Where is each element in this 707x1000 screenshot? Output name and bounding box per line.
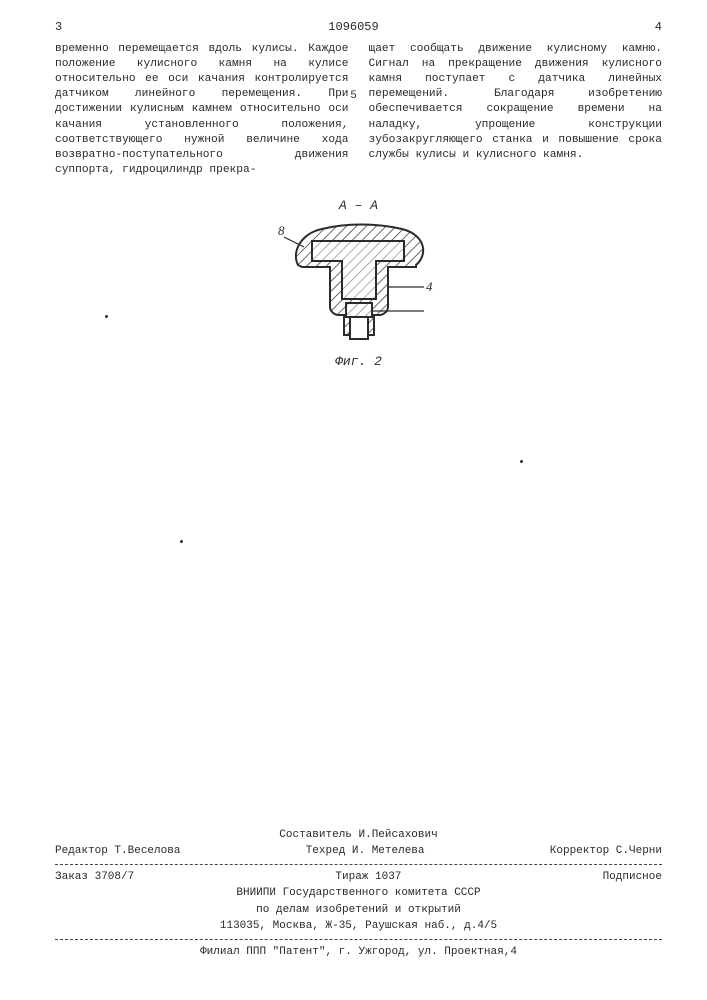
footer: Составитель И.Пейсахович Редактор Т.Весе… bbox=[55, 827, 662, 961]
footer-tirazh: Тираж 1037 bbox=[335, 869, 401, 886]
footer-editor: Редактор Т.Веселова bbox=[55, 843, 180, 860]
text-columns: временно перемещается вдоль кулисы. Кажд… bbox=[55, 42, 662, 178]
page-number-left: 3 bbox=[55, 20, 62, 34]
footer-compiler: Составитель И.Пейсахович bbox=[55, 827, 662, 844]
speck-icon bbox=[180, 540, 183, 543]
page: 1096059 3 4 5 временно перемещается вдол… bbox=[0, 0, 707, 1000]
line-marker-5: 5 bbox=[350, 90, 357, 102]
section-label: A – A bbox=[276, 198, 441, 213]
column-right: щает сообщать движение кулисному камню. … bbox=[369, 42, 663, 178]
footer-order-row: Заказ 3708/7 Тираж 1037 Подписное bbox=[55, 869, 662, 886]
patent-number: 1096059 bbox=[328, 20, 378, 34]
footer-podpisnoe: Подписное bbox=[603, 869, 662, 886]
page-number-right: 4 bbox=[655, 20, 662, 34]
footer-order: Заказ 3708/7 bbox=[55, 869, 134, 886]
divider-icon bbox=[55, 864, 662, 865]
speck-icon bbox=[105, 315, 108, 318]
footer-address: 113035, Москва, Ж-35, Раушская наб., д.4… bbox=[55, 918, 662, 935]
figure-container: A – A bbox=[276, 198, 441, 369]
footer-credits-row: Редактор Т.Веселова Техред И. Метелева К… bbox=[55, 843, 662, 860]
figure-svg: 8 4 bbox=[276, 217, 441, 352]
figure-ref-8: 8 bbox=[278, 223, 285, 238]
footer-org1: ВНИИПИ Государственного комитета СССР bbox=[55, 885, 662, 902]
figure-caption: Фиг. 2 bbox=[276, 354, 441, 369]
figure-ref-4: 4 bbox=[426, 279, 433, 294]
column-left: временно перемещается вдоль кулисы. Кажд… bbox=[55, 42, 349, 178]
footer-branch: Филиал ППП "Патент", г. Ужгород, ул. Про… bbox=[55, 944, 662, 961]
figure-area: A – A bbox=[55, 198, 662, 369]
divider-icon bbox=[55, 939, 662, 940]
footer-corrector: Корректор С.Черни bbox=[550, 843, 662, 860]
footer-org2: по делам изобретений и открытий bbox=[55, 902, 662, 919]
speck-icon bbox=[520, 460, 523, 463]
footer-techred: Техред И. Метелева bbox=[306, 843, 425, 860]
